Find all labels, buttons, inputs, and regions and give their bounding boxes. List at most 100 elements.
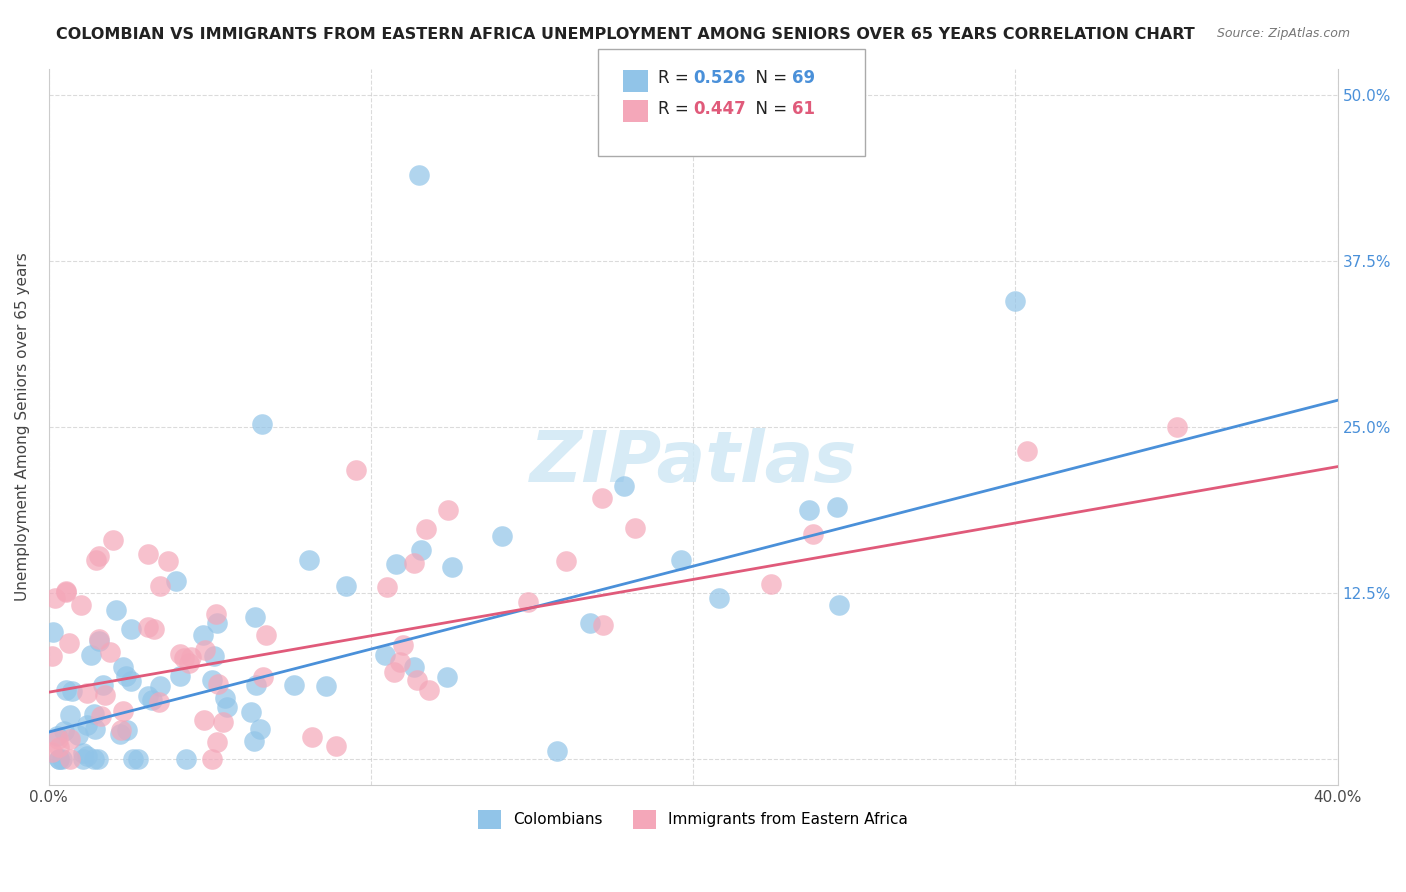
Point [579,615,602,630]
Point [325,739,347,753]
Point [212,714,235,729]
Point [120,674,142,689]
Point [254,628,277,642]
Point [108,727,131,741]
Point [44,591,66,605]
Point [825,500,848,515]
Text: ZIPatlas: ZIPatlas [530,428,856,497]
Point [94,688,117,702]
Point [90,709,112,723]
Point [60,683,83,698]
Point [41,649,63,664]
Point [87,751,110,765]
Point [76,718,98,732]
Point [48,739,70,754]
Point [592,618,614,632]
Point [761,576,783,591]
Point [1166,419,1188,434]
Point [101,533,124,548]
Point [83,706,105,721]
Point [217,700,239,714]
Point [411,542,433,557]
Point [165,574,187,588]
Point [335,579,357,593]
Point [180,649,202,664]
Point [797,503,820,517]
Point [201,751,224,765]
Point [149,579,172,593]
Point [404,556,426,570]
Point [45,729,67,743]
Point [58,636,80,650]
Point [76,748,98,763]
Point [191,628,214,642]
Point [42,624,65,639]
Point [591,491,613,505]
Point [98,644,121,658]
Y-axis label: Unemployment Among Seniors over 65 years: Unemployment Among Seniors over 65 years [15,252,30,601]
Point [120,622,142,636]
Point [80,648,103,662]
Point [83,723,105,737]
Point [59,732,82,747]
Point [214,690,236,705]
Point [437,503,460,517]
Point [169,647,191,661]
Point [148,695,170,709]
Point [59,708,82,723]
Point [375,580,398,594]
Point [91,678,114,692]
Point [491,529,513,543]
Point [136,547,159,561]
Text: Source: ZipAtlas.com: Source: ZipAtlas.com [1216,27,1350,40]
Text: R =: R = [658,100,695,118]
Point [86,553,108,567]
Point [546,744,568,758]
Point [204,607,226,621]
Point [112,660,135,674]
Text: 0.447: 0.447 [693,100,747,118]
Point [202,648,225,663]
Point [115,669,138,683]
Point [193,713,215,727]
Point [177,657,200,671]
Legend: Colombians, Immigrants from Eastern Africa: Colombians, Immigrants from Eastern Afri… [472,804,914,835]
Point [169,669,191,683]
Point [205,734,228,748]
Point [76,686,98,700]
Point [127,751,149,765]
Point [72,746,94,760]
Point [83,751,105,765]
Point [173,651,195,665]
Text: R =: R = [658,69,695,87]
Point [406,673,429,687]
Text: N =: N = [745,69,793,87]
Point [136,689,159,703]
Point [801,527,824,541]
Point [301,730,323,744]
Point [87,632,110,646]
Point [156,554,179,568]
Point [243,610,266,624]
Point [613,479,636,493]
Point [105,603,128,617]
Point [404,659,426,673]
Point [174,751,197,765]
Point [55,583,77,598]
Point [52,723,75,738]
Point [298,552,321,566]
Point [46,732,69,747]
Point [392,638,415,652]
Point [207,677,229,691]
Text: N =: N = [745,100,793,118]
Point [205,615,228,630]
Point [418,682,440,697]
Point [87,549,110,563]
Point [136,620,159,634]
Point [709,591,731,605]
Point [194,643,217,657]
Point [51,751,73,765]
Point [41,745,63,759]
Point [243,734,266,748]
Point [344,463,367,477]
